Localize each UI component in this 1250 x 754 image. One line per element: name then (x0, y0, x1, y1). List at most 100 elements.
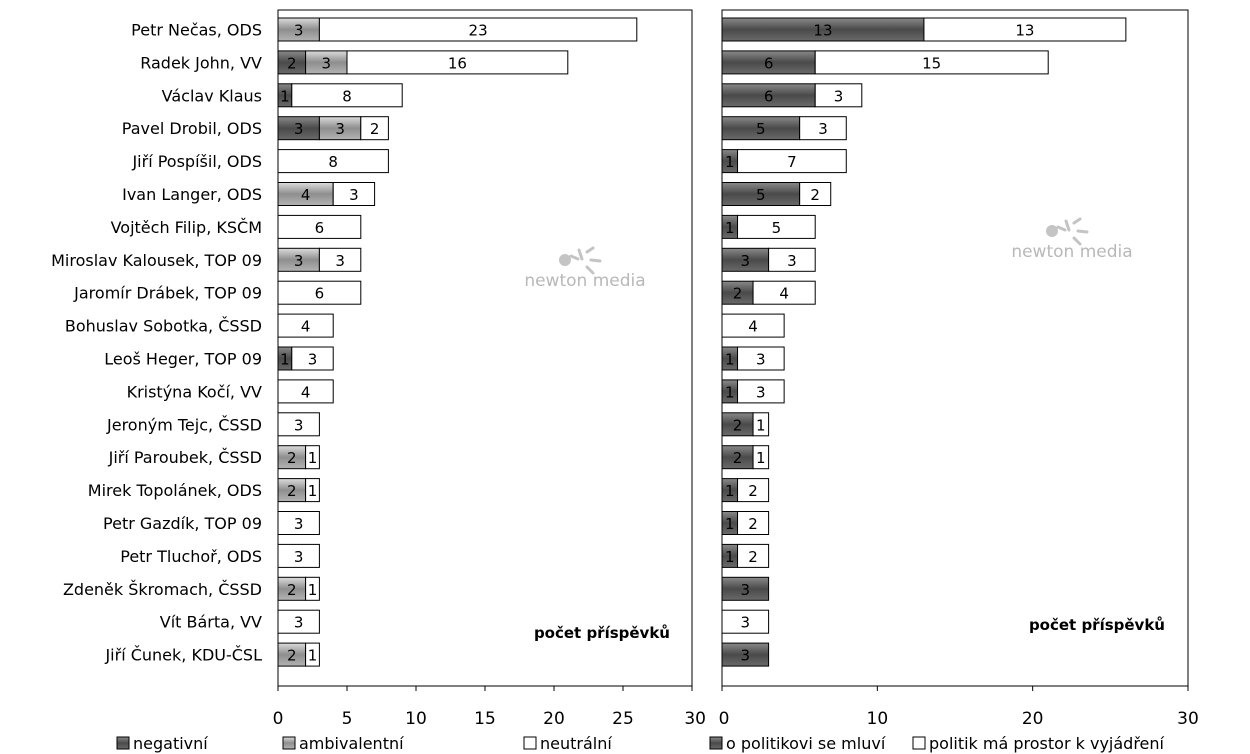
x-tick-label: 30 (684, 709, 706, 729)
data-label: 7 (787, 153, 797, 171)
data-label: 2 (287, 482, 297, 500)
legend-swatch (117, 737, 129, 749)
data-label: 1 (725, 383, 735, 401)
logo-stroke (587, 248, 593, 252)
data-label: 6 (315, 285, 325, 303)
category-label: Jiří Čunek, KDU-ČSL (104, 646, 262, 665)
data-label: 1 (725, 482, 735, 500)
data-label: 6 (764, 54, 774, 72)
data-label: 5 (756, 186, 766, 204)
category-label: Leoš Heger, TOP 09 (104, 350, 262, 369)
data-label: 1 (308, 482, 318, 500)
data-label: 1 (280, 351, 290, 369)
category-label: Jeroným Tejc, ČSSD (106, 415, 262, 434)
data-label: 23 (469, 22, 488, 40)
category-label: Jaromír Drábek, TOP 09 (73, 284, 262, 303)
data-label: 1 (280, 87, 290, 105)
logo-stroke (1078, 231, 1087, 232)
data-label: 3 (294, 548, 304, 566)
data-label: 2 (287, 581, 297, 599)
x-tick-label: 10 (405, 709, 427, 729)
data-label: 4 (748, 318, 758, 336)
legend-swatch (524, 737, 536, 749)
data-label: 15 (922, 54, 941, 72)
data-label: 3 (349, 186, 359, 204)
category-label: Miroslav Kalousek, TOP 09 (51, 251, 262, 270)
x-tick-label: 10 (867, 709, 889, 729)
data-label: 1 (308, 581, 318, 599)
data-label: 2 (287, 647, 297, 665)
category-label: Jiří Paroubek, ČSSD (108, 448, 262, 467)
legend-swatch (710, 737, 722, 749)
legend-swatch (913, 737, 925, 749)
legend-label: politik má prostor k vyjádření (929, 734, 1165, 753)
data-label: 3 (335, 120, 345, 138)
data-label: 3 (308, 351, 318, 369)
annotation-label: počet příspěvků (534, 624, 670, 642)
logo-stroke (579, 250, 582, 259)
plot-frame (722, 10, 1188, 686)
data-label: 16 (448, 54, 467, 72)
category-label: Mirek Topolánek, ODS (88, 481, 262, 500)
right-chart: newton media13 136 156 35 31 75 21 53 32 441 31 32 1… (719, 10, 1199, 729)
data-label: 1 (308, 449, 318, 467)
x-tick-label: 30 (1177, 709, 1199, 729)
annotation-label: počet příspěvků (1029, 616, 1165, 634)
legend-swatch (283, 737, 295, 749)
category-label: Petr Nečas, ODS (131, 21, 262, 40)
category-label: Radek John, VV (140, 53, 262, 72)
category-label: Pavel Drobil, ODS (122, 119, 262, 138)
legend-label: negativní (133, 734, 208, 753)
x-tick-label: 0 (273, 709, 284, 729)
data-label: 2 (733, 285, 743, 303)
data-label: 2 (370, 120, 380, 138)
category-label: Vojtěch Filip, KSČM (111, 218, 262, 237)
data-label: 3 (756, 351, 766, 369)
data-label: 2 (748, 482, 758, 500)
data-label: 13 (1015, 22, 1034, 40)
category-label: Petr Tluchoř, ODS (120, 547, 262, 566)
logo-stroke (1074, 219, 1080, 223)
data-label: 3 (818, 120, 828, 138)
legends: negativní ambivalentní neutrální o politiko… (117, 734, 1165, 753)
data-label: 2 (748, 548, 758, 566)
data-label: 2 (287, 449, 297, 467)
data-label: 4 (301, 318, 311, 336)
data-label: 3 (741, 614, 751, 632)
category-label: Václav Klaus (162, 86, 262, 105)
data-label: 2 (748, 515, 758, 533)
data-label: 2 (287, 54, 297, 72)
category-label: Petr Gazdík, TOP 09 (103, 514, 262, 533)
data-label: 3 (756, 383, 766, 401)
data-label: 2 (810, 186, 820, 204)
x-tick-label: 25 (612, 709, 634, 729)
data-label: 1 (725, 548, 735, 566)
watermark-text: newton media (524, 271, 645, 291)
data-label: 1 (725, 153, 735, 171)
data-label: 8 (342, 87, 352, 105)
legend-label: ambivalentní (299, 734, 404, 753)
data-label: 3 (294, 515, 304, 533)
category-label: Ivan Langer, ODS (122, 185, 262, 204)
logo-stroke (1066, 221, 1069, 230)
logo-stroke (1058, 227, 1065, 230)
data-label: 6 (764, 87, 774, 105)
x-tick-label: 0 (719, 709, 730, 729)
data-label: 13 (813, 22, 832, 40)
legend-label: neutrální (540, 734, 612, 753)
x-tick-label: 5 (342, 709, 353, 729)
data-label: 8 (328, 153, 338, 171)
data-label: 1 (725, 515, 735, 533)
legend-label: o politikovi se mluví (726, 734, 886, 753)
x-tick-label: 15 (474, 709, 496, 729)
plot-frame (278, 10, 692, 686)
data-label: 3 (294, 22, 304, 40)
data-label: 3 (294, 120, 304, 138)
category-label: Bohuslav Sobotka, ČSSD (65, 317, 262, 336)
data-label: 4 (301, 383, 311, 401)
data-label: 4 (301, 186, 311, 204)
data-label: 3 (294, 252, 304, 270)
